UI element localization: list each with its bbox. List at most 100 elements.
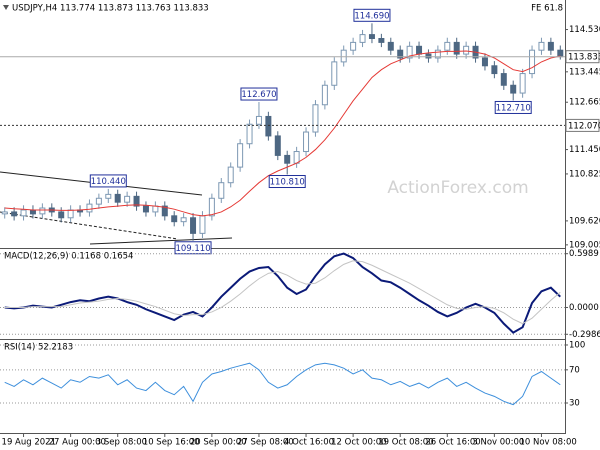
corner-text: FE 61.8 (531, 4, 563, 14)
candle-body (359, 34, 366, 43)
candle-body (529, 49, 536, 75)
candle-body (227, 166, 234, 184)
panel-frames (0, 0, 566, 434)
candle-body (29, 209, 36, 215)
candle-body (246, 123, 253, 145)
x-tick-label: 4 Oct 16:00 (284, 438, 334, 448)
y-tick-label: 109.620 (569, 216, 600, 226)
y-tick-label: 112.665 (569, 98, 600, 108)
candle-body (406, 45, 413, 59)
y-tick-label: 111.450 (569, 145, 600, 155)
x-tick-label: 26 Oct 16:00 (425, 438, 480, 448)
candle-body (199, 215, 206, 234)
x-tick-label: 19 Oct 08:00 (378, 438, 433, 448)
annotation-box (240, 87, 278, 101)
price-marker-label: 112.070 (568, 121, 600, 131)
annotation-label: 110.810 (270, 178, 305, 188)
candle-body (519, 73, 526, 94)
candle-body (190, 217, 197, 234)
candle-body (274, 135, 281, 156)
y-tick-label: -0.2986 (569, 330, 600, 340)
candle-body (378, 38, 385, 43)
candle-body (368, 34, 375, 40)
candle-body (237, 143, 244, 168)
y-tick-label: 30 (569, 398, 580, 408)
candle-body (331, 61, 338, 86)
candle-body (312, 104, 319, 133)
x-tick-label: 10 Sep 16:00 (143, 438, 200, 448)
candle-body (284, 154, 291, 164)
candle-body (218, 182, 225, 199)
x-tick-label: 3 Nov 00:00 (472, 438, 524, 448)
candle-body (397, 49, 404, 59)
annotation-box (89, 174, 127, 188)
candle-body (20, 209, 27, 217)
candle-body (350, 41, 357, 51)
annotation-label: 114.690 (354, 11, 389, 21)
candle-body (321, 84, 328, 106)
indicator-line (4, 260, 561, 325)
x-tick-label: 27 Sep 08:00 (237, 438, 294, 448)
candle-body (463, 45, 470, 55)
price-marker-box (565, 50, 600, 64)
y-tick-label: 114.530 (569, 25, 600, 35)
candle-body (95, 197, 102, 205)
annotation-label: 110.440 (91, 177, 126, 187)
annotation-box (174, 241, 212, 255)
x-tick-label: 10 Nov 08:00 (519, 438, 576, 448)
candle-body (293, 151, 300, 164)
y-tick-label: 0.5989 (569, 249, 599, 259)
annotation-label: 112.670 (241, 90, 276, 100)
x-tick-label: 19 Aug 2021 (2, 438, 56, 448)
candle-body (86, 203, 93, 213)
candle-body (387, 41, 394, 51)
macd-title: MACD(12,26,9) 0.1168 0.1654 (4, 252, 133, 262)
trend-line (89, 237, 233, 245)
price-marker-box (565, 118, 600, 132)
candle-body (425, 53, 432, 59)
candle-body (255, 115, 262, 125)
candle-body (208, 197, 215, 217)
y-tick-label: 110.825 (569, 169, 600, 179)
header-icon (3, 5, 9, 10)
candle-body (481, 57, 488, 67)
candle-body (557, 49, 564, 58)
candle-body (11, 211, 18, 217)
x-tick-label: 27 Aug 00:00 (49, 438, 106, 448)
annotation-box (268, 175, 306, 189)
candle-body (547, 41, 554, 51)
candle-body (171, 215, 178, 223)
y-tick-label: 70 (569, 365, 580, 375)
annotation-label: 112.710 (496, 103, 531, 113)
candle-body (161, 205, 168, 217)
x-tick-label: 3 Sep 08:00 (96, 438, 147, 448)
watermark: ActionForex.com (387, 178, 528, 198)
candle-body (1, 211, 8, 215)
candle-body (340, 49, 347, 63)
candle-body (500, 73, 507, 86)
candle-body (180, 217, 187, 223)
candle-body (265, 115, 272, 137)
indicator-line (4, 362, 561, 406)
candle-body (152, 205, 159, 213)
x-tick-label: 12 Oct 00:00 (331, 438, 386, 448)
candle-body (133, 195, 140, 207)
annotation-box (494, 100, 532, 114)
candle-body (434, 49, 441, 59)
candle-body (510, 84, 517, 94)
candle-body (39, 207, 46, 215)
annotation-box (353, 8, 391, 22)
candle-body (67, 209, 74, 219)
candle-body (416, 45, 423, 55)
candle-body (105, 193, 112, 199)
candle-body (444, 41, 451, 51)
y-tick-label: 109.005 (569, 240, 600, 250)
moving-average (4, 50, 561, 217)
candle-body (491, 65, 498, 75)
y-tick-label: 100 (569, 340, 585, 350)
price-title: USDJPY,H4 113.774 113.873 113.763 113.83… (12, 4, 209, 14)
candle-body (538, 41, 545, 51)
rsi-title: RSI(14) 52.2183 (4, 343, 73, 353)
